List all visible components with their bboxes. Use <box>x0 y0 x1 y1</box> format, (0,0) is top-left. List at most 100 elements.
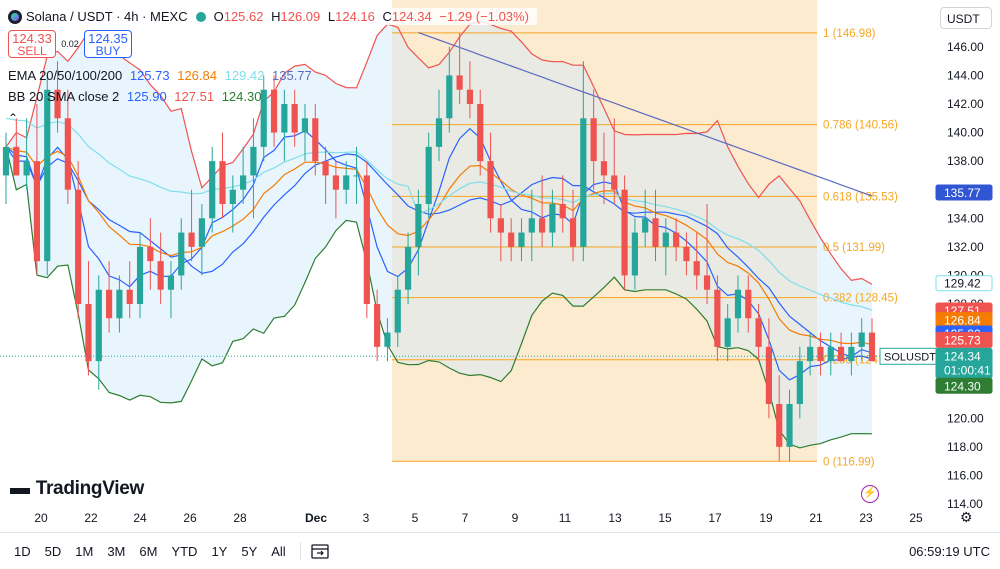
candle-body <box>178 232 185 276</box>
timeframe-all[interactable]: All <box>271 543 286 559</box>
candle-body <box>13 146 20 176</box>
timeframe-1y[interactable]: 1Y <box>211 543 228 559</box>
price-chart[interactable]: 148.00146.00144.00142.00140.00138.00136.… <box>0 0 1000 532</box>
candle-body <box>198 218 205 247</box>
candle-body <box>260 89 267 147</box>
sell-button[interactable]: 124.33 SELL <box>8 30 56 58</box>
currency-select[interactable]: USDT <box>940 7 992 29</box>
y-axis-tick-label: 120.00 <box>947 411 984 425</box>
ema-indicator-legend[interactable]: EMA 20/50/100/200 125.73 126.84 129.42 1… <box>8 68 316 83</box>
candle-body <box>291 104 298 133</box>
timeframe-5d[interactable]: 5D <box>44 543 62 559</box>
tradingview-mark-icon: ▬ <box>10 477 30 499</box>
timeframe-5y[interactable]: 5Y <box>241 543 258 559</box>
candle-body <box>219 161 226 204</box>
ema-label: EMA 20/50/100/200 <box>8 68 123 83</box>
candle-body <box>703 275 711 290</box>
candle-body <box>477 104 484 162</box>
candle-body <box>765 346 772 404</box>
gear-icon[interactable]: ⚙ <box>960 509 973 525</box>
lightning-icon[interactable]: ⚡ <box>861 485 879 503</box>
y-axis-tick-label: 146.00 <box>947 40 984 54</box>
fib-zone <box>392 0 817 462</box>
timeframe-6m[interactable]: 6M <box>139 543 158 559</box>
toolbar-divider <box>299 542 301 560</box>
bb-lower-value: 124.30 <box>221 89 262 104</box>
candle-body <box>807 346 814 362</box>
candle-body <box>312 118 319 162</box>
candle-body <box>745 289 752 319</box>
candle-body <box>858 332 865 347</box>
price-axis-tag <box>935 377 993 394</box>
fib-level-label: 0.5 (131.99) <box>823 242 885 254</box>
symbol-title[interactable]: Solana / USDT · 4h · MEXC <box>26 9 188 24</box>
candle-body <box>95 289 102 362</box>
timeframe-3m[interactable]: 3M <box>107 543 126 559</box>
fib-level-label: 0.382 (128.45) <box>823 293 898 305</box>
candle-body <box>827 346 834 362</box>
bb-upper-value: 127.51 <box>174 89 215 104</box>
y-axis-tick-label: 144.00 <box>947 68 984 82</box>
candle-body <box>868 332 876 362</box>
price-axis-tag <box>935 184 993 201</box>
solana-logo-icon <box>8 9 22 24</box>
candle-body <box>374 304 381 347</box>
candle-body <box>343 175 350 190</box>
y-axis-tick-label: 134.00 <box>947 211 984 225</box>
y-axis-tick-label: 118.00 <box>947 440 983 454</box>
timeframe-ytd[interactable]: YTD <box>171 543 198 559</box>
candle-body <box>456 75 463 90</box>
candle-body <box>786 404 793 447</box>
fib-level-label: 0.618 (135.53) <box>823 191 898 203</box>
candle-body <box>240 175 247 190</box>
candle-body <box>167 275 175 290</box>
candle-body <box>322 161 329 176</box>
ema100-line <box>5 117 873 311</box>
spread-value: 0.02 <box>61 39 79 49</box>
candle-body <box>301 118 309 133</box>
candle-body <box>508 232 515 247</box>
candle-body <box>415 204 422 247</box>
fib-level-label: 1 (146.98) <box>823 28 876 40</box>
x-axis-tick-label: 7 <box>462 511 469 525</box>
candle-body <box>621 189 628 276</box>
bb-basis-value: 125.90 <box>126 89 167 104</box>
utc-clock[interactable]: 06:59:19 UTC <box>909 543 990 559</box>
symbol-tag-label: SOLUSDT <box>884 351 936 363</box>
bollinger-band-fill <box>6 21 872 448</box>
candle-body <box>693 261 700 276</box>
candle-body <box>116 289 123 319</box>
close-value: 124.34 <box>391 9 432 24</box>
candle-body <box>683 246 690 262</box>
candle-body <box>466 89 474 104</box>
candle-body <box>528 218 535 233</box>
buy-button[interactable]: 124.35 BUY <box>84 30 132 58</box>
candle-body <box>734 289 742 319</box>
candle-body <box>404 246 412 290</box>
candle-body <box>209 161 216 219</box>
collapse-legend-chevron-up-icon[interactable]: ⌃ <box>8 111 19 125</box>
candle-body <box>673 232 680 247</box>
candle-body <box>353 175 360 177</box>
x-axis-tick-label: 20 <box>34 511 48 525</box>
candle-body <box>497 218 504 233</box>
price-axis-tag <box>935 331 993 348</box>
bottom-toolbar: 1D 5D 1M 3M 6M YTD 1Y 5Y All 06:59:19 UT… <box>0 532 1000 569</box>
candle-body <box>54 89 61 119</box>
x-axis-tick-label: 3 <box>363 511 370 525</box>
candle-body <box>446 75 453 119</box>
date-range-calendar-icon[interactable] <box>311 543 329 559</box>
candle-body <box>569 218 577 247</box>
x-axis-tick-label: 28 <box>233 511 247 525</box>
tradingview-logo[interactable]: ▬ TradingView <box>10 477 144 499</box>
timeframe-1m[interactable]: 1M <box>75 543 94 559</box>
x-axis-tick-label: Dec <box>305 511 327 525</box>
candle-body <box>714 289 721 347</box>
bb-indicator-legend[interactable]: BB 20 SMA close 2 125.90 127.51 124.30 <box>8 89 265 104</box>
candle-body <box>848 346 855 362</box>
ohlc-values: O125.62 H126.09 L124.16 C124.34 −1.29 (−… <box>213 9 529 24</box>
price-axis-tag <box>935 275 993 292</box>
candle-body <box>662 232 669 247</box>
timeframe-1d[interactable]: 1D <box>14 543 31 559</box>
candle-body <box>724 318 731 347</box>
